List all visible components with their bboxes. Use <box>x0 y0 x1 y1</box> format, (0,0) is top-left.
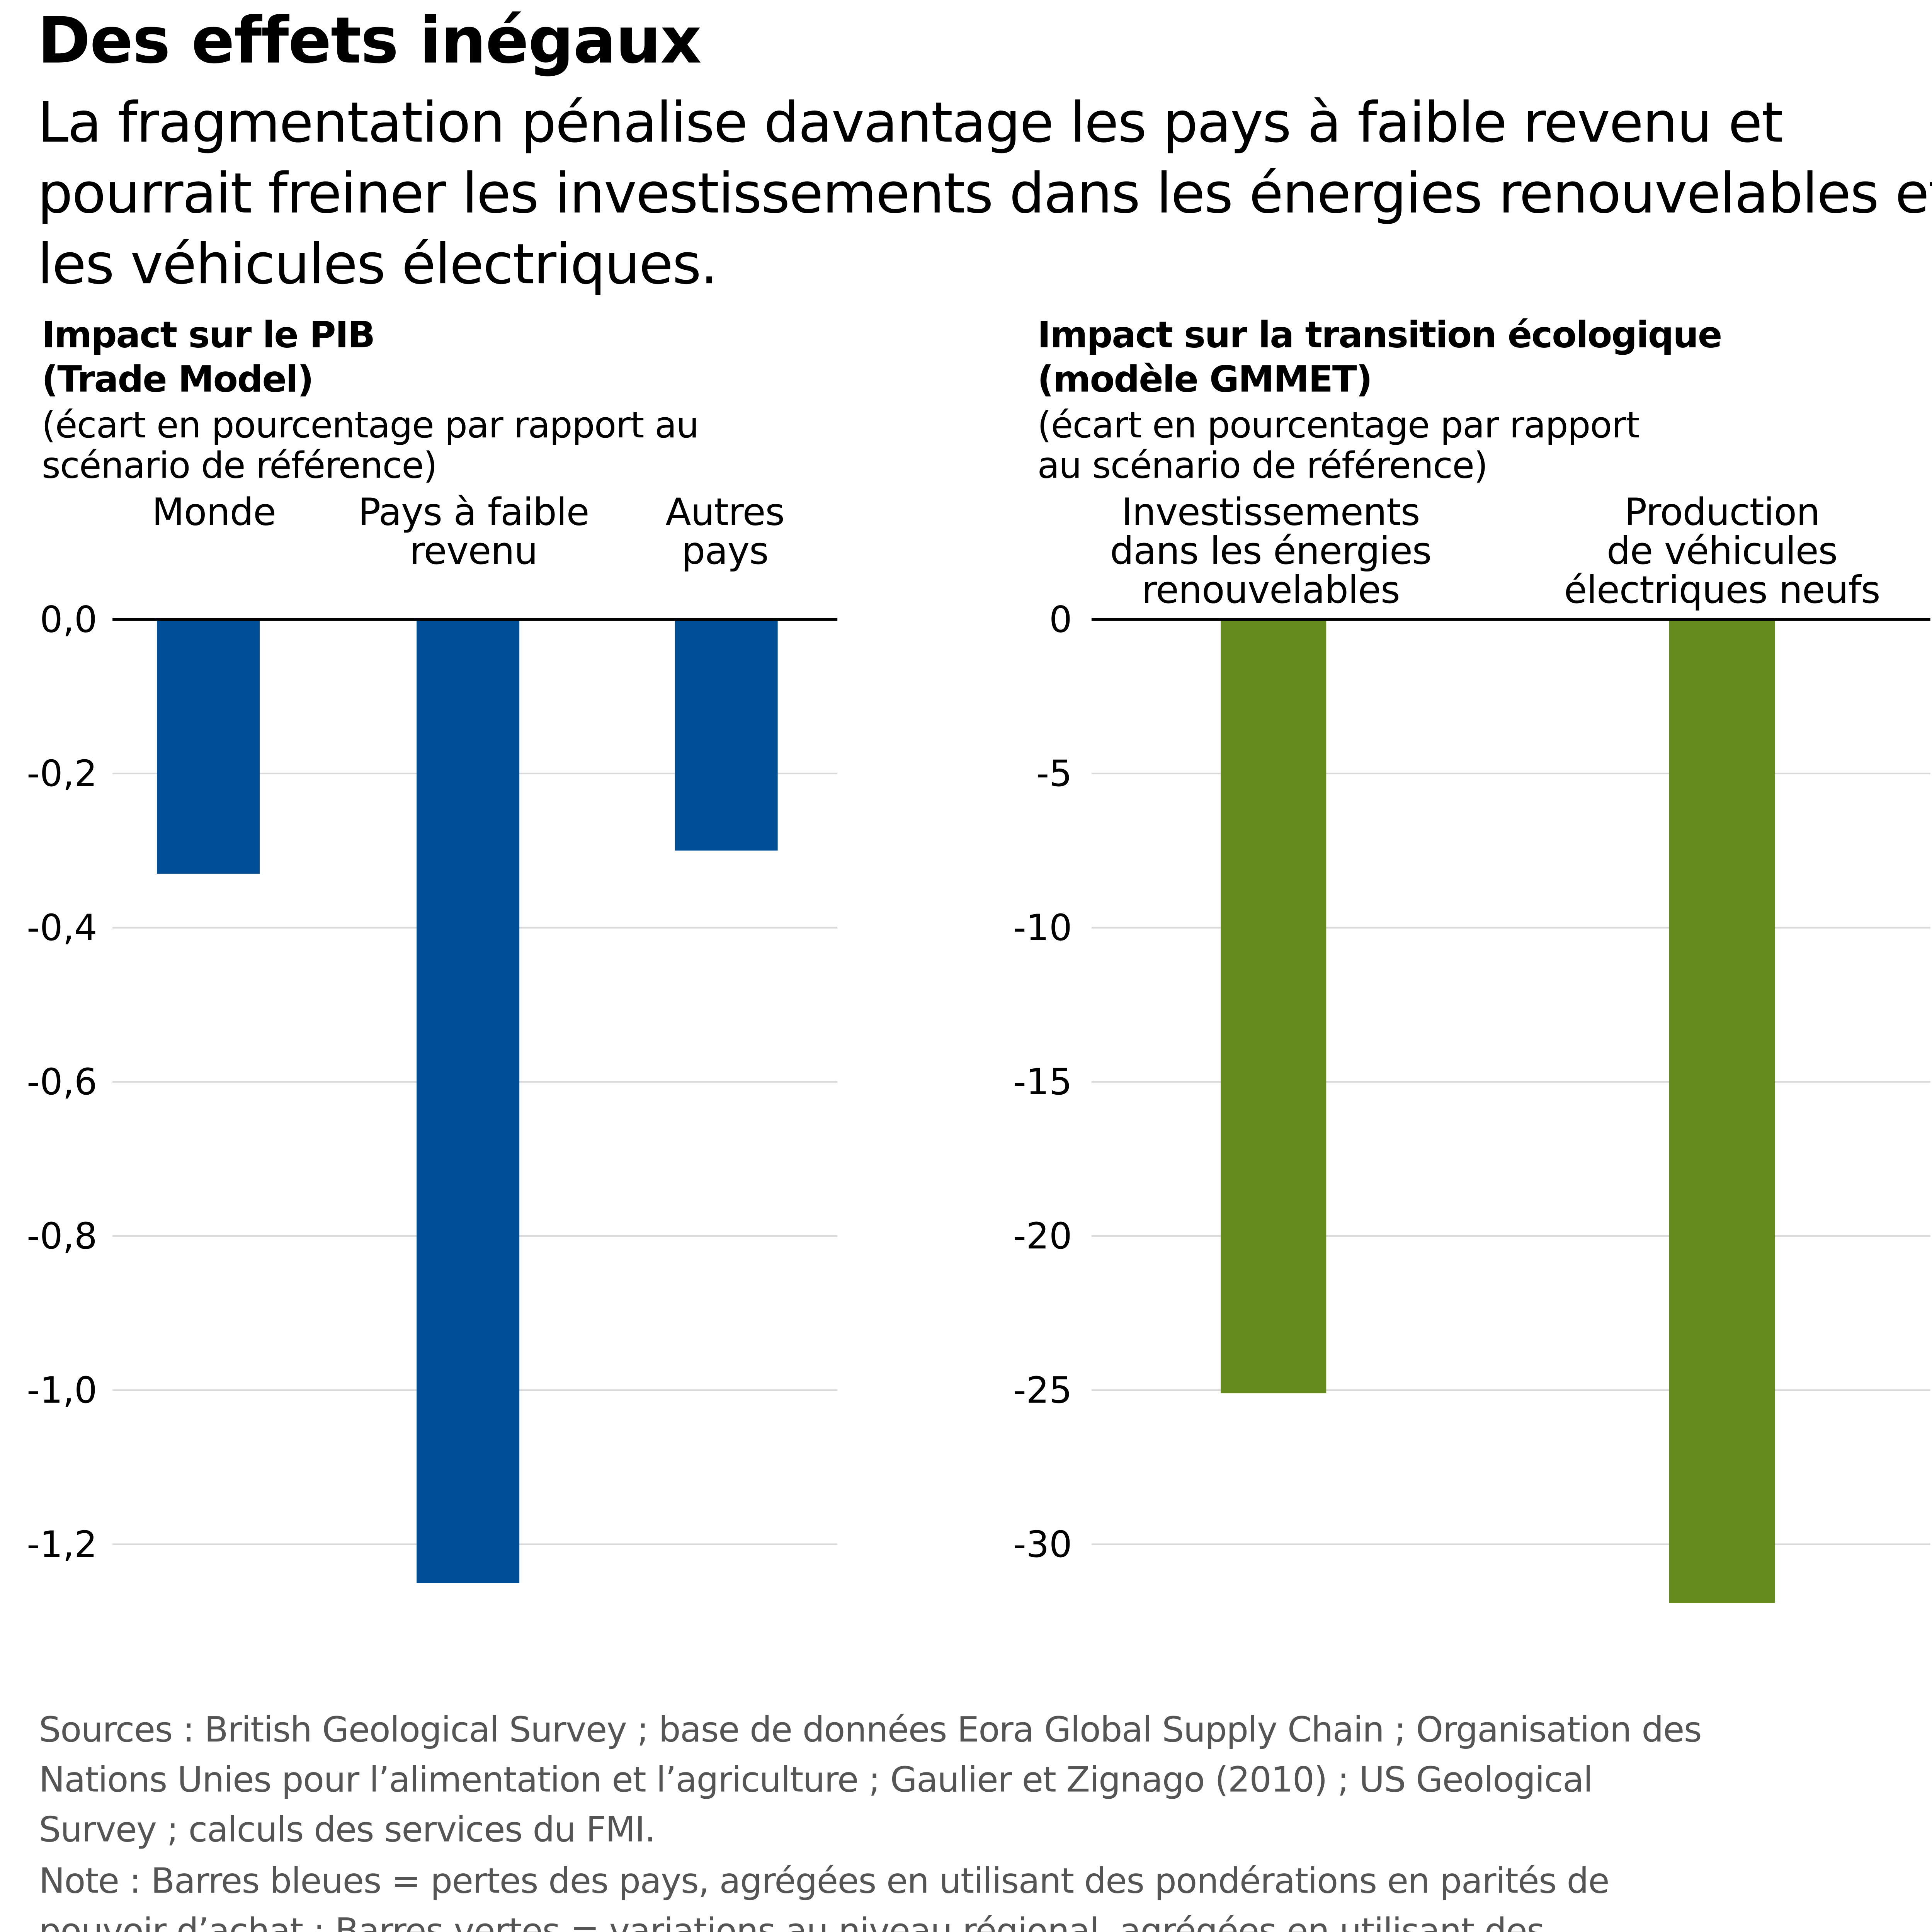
y-tick-label: -0,6 <box>27 1061 97 1103</box>
units-line: scénario de référence) <box>41 446 437 488</box>
panel-title-transition: Impact sur la transition écologique (mod… <box>1037 314 1723 403</box>
y-tick-label: -1,0 <box>27 1369 97 1412</box>
units-line: (écart en pourcentage par rapport <box>1037 405 1640 447</box>
panel-title-line: Impact sur la transition écologique <box>1037 315 1723 357</box>
chart-area: 0,0 -0,2 -0,4 -0,6 -0,8 -1,0 -1,2 0 -5 -10 -15 -20 -… <box>27 599 1930 1603</box>
y-tick-label: -15 <box>1013 1061 1072 1103</box>
panel-title-line: (modèle GMMET) <box>1037 359 1372 401</box>
bar-transition-0 <box>1221 619 1327 1393</box>
category-line: électriques neufs <box>1564 569 1881 612</box>
note-text: Note : Barres bleues = pertes des pays, … <box>39 1860 1610 1932</box>
category-line: revenu <box>409 530 538 574</box>
category-line: Production <box>1624 492 1820 535</box>
sources-text: Sources : British Geological Survey ; ba… <box>39 1709 1702 1850</box>
category-label-low-income: Pays à faible revenu <box>330 494 616 572</box>
bar-gdp-0 <box>157 619 260 874</box>
page-title: Des effets inégaux <box>37 3 702 78</box>
bar-gdp-1 <box>417 619 520 1583</box>
panel-units-transition: (écart en pourcentage par rapport au scé… <box>1037 405 1640 488</box>
footer-notes: Sources : British Geological Survey ; ba… <box>39 1705 1706 1932</box>
subtitle: La fragmentation pénalise davantage les … <box>37 92 1932 298</box>
category-line: Autres <box>665 492 785 535</box>
category-line: pays <box>681 530 769 574</box>
category-label-monde: Monde <box>117 494 311 533</box>
y-tick-label: -0,2 <box>27 753 97 795</box>
y-tick-label: -30 <box>1013 1524 1072 1566</box>
y-tick-label: 0 <box>1049 599 1072 641</box>
panel-title-gdp: Impact sur le PIB (Trade Model) <box>41 314 375 403</box>
y-tick-label: 0,0 <box>40 599 97 641</box>
category-label-other: Autres pays <box>639 494 811 572</box>
y-tick-label: -1,2 <box>27 1524 97 1566</box>
category-line: Pays à faible <box>358 492 590 535</box>
y-tick-label: -25 <box>1013 1369 1072 1412</box>
category-label-renewables: Investissements dans les énergies renouv… <box>1069 494 1472 611</box>
y-tick-label: -5 <box>1036 753 1072 795</box>
units-line: (écart en pourcentage par rapport au <box>41 405 699 447</box>
category-line: renouvelables <box>1141 569 1400 612</box>
y-tick-label: -10 <box>1013 907 1072 949</box>
bar-gdp-2 <box>675 619 778 851</box>
category-line: Investissements <box>1121 492 1420 535</box>
panel-title-line: (Trade Model) <box>41 359 314 401</box>
panel-title-line: Impact sur le PIB <box>41 315 375 357</box>
category-line: de véhicules <box>1607 530 1838 574</box>
y-tick-label: -0,4 <box>27 907 97 949</box>
y-tick-label: -20 <box>1013 1215 1072 1257</box>
bar-transition-1 <box>1669 619 1775 1603</box>
category-line: Monde <box>152 492 276 535</box>
category-line: dans les énergies <box>1110 530 1432 574</box>
category-label-ev: Production de véhicules électriques neuf… <box>1514 494 1930 611</box>
panel-units-gdp: (écart en pourcentage par rapport au scé… <box>41 405 699 488</box>
y-tick-label: -0,8 <box>27 1215 97 1257</box>
units-line: au scénario de référence) <box>1037 446 1488 488</box>
